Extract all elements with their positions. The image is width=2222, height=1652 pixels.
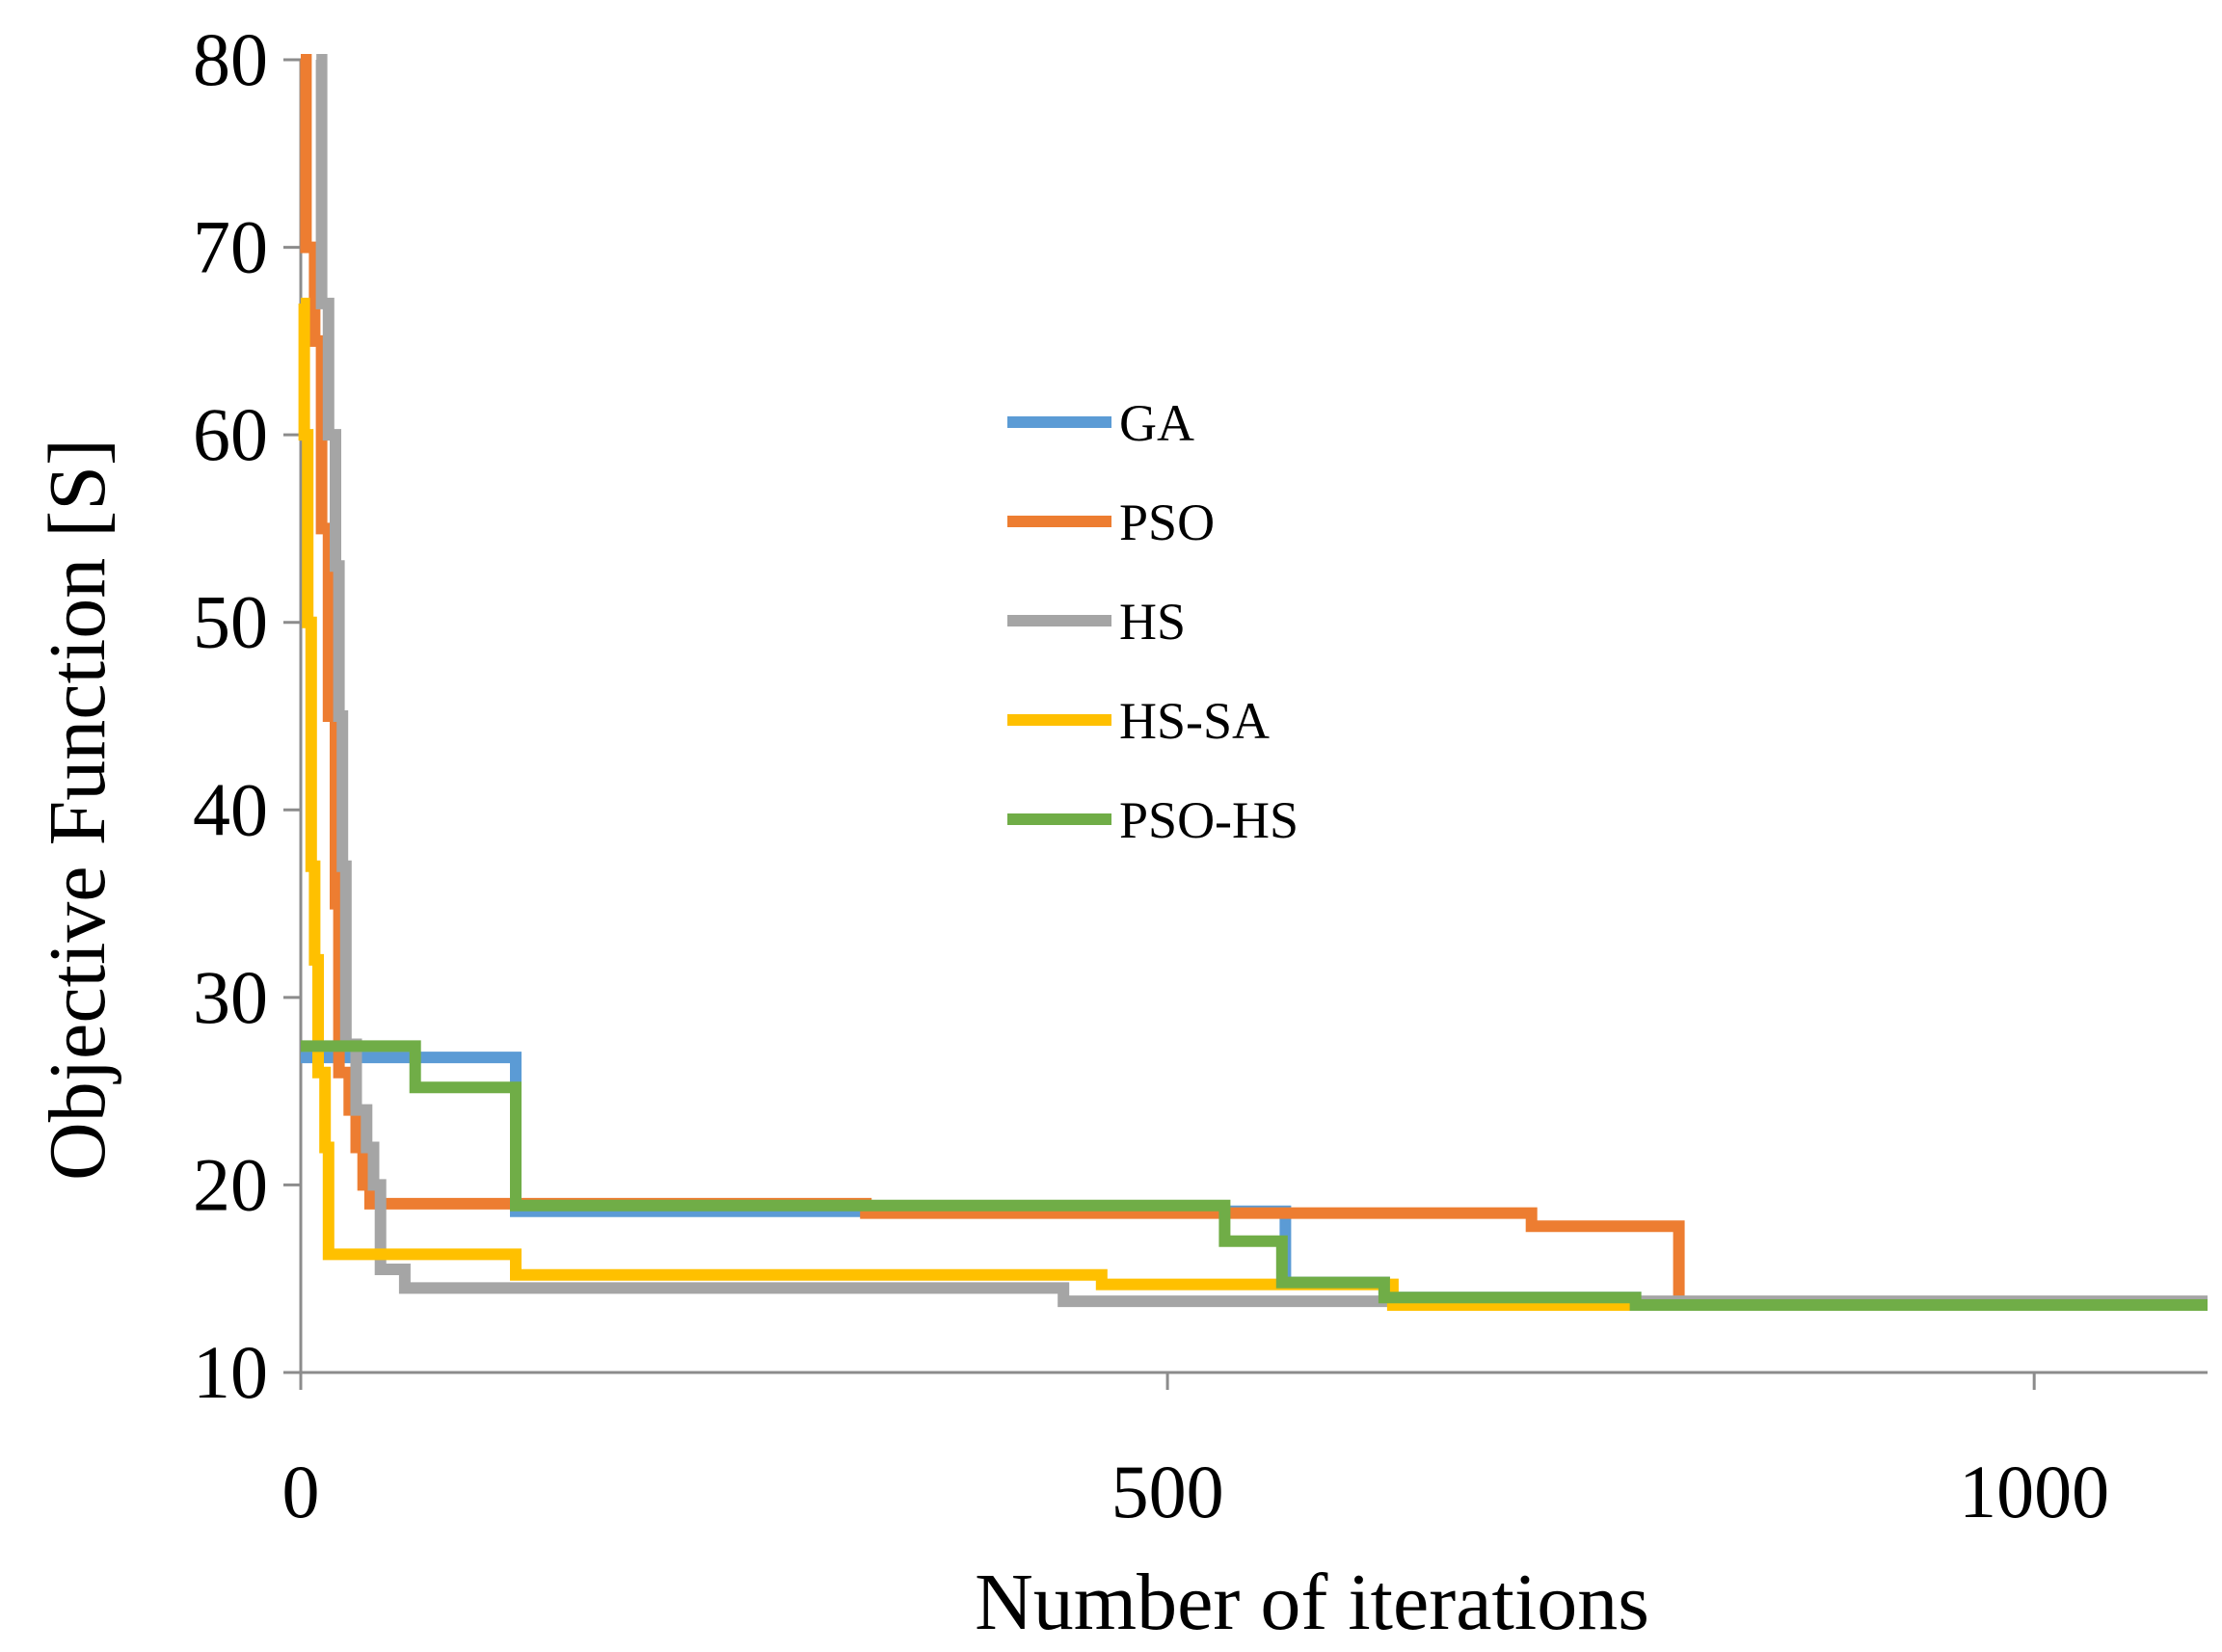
y-tick-label: 60 [193,392,268,476]
x-axis-ticks: 0 500 1000 [282,1372,2109,1533]
series-lines [298,54,2208,1311]
legend-item-ga: GA [1007,394,1194,452]
y-tick-label: 70 [193,205,268,289]
legend-label: PSO [1119,493,1215,551]
x-tick-label: 0 [282,1450,320,1533]
series-line-pso [300,54,2208,1311]
x-tick-label: 500 [1111,1450,1224,1533]
x-tick-label: 1000 [1959,1450,2109,1533]
legend-label: HS-SA [1119,692,1270,750]
series-line-pso-hs [301,1040,2208,1311]
legend-item-pso: PSO [1007,493,1215,551]
series-line-ga [301,1052,2208,1311]
y-axis-title: Objective Function [S] [33,439,122,1181]
x-axis-title: Number of iterations [975,1558,1649,1647]
legend-item-hs: HS [1007,593,1186,651]
plot-area: 10 20 30 40 50 60 70 80 0 500 1000 [193,17,2208,1533]
legend-label: HS [1119,593,1186,651]
legend-label: PSO-HS [1119,791,1298,849]
y-tick-label: 20 [193,1142,268,1226]
y-axis-ticks: 10 20 30 40 50 60 70 80 [193,17,301,1414]
series-line-hs-sa [298,297,2208,1311]
legend-label: GA [1119,394,1194,452]
y-tick-label: 80 [193,17,268,101]
legend: GA PSO HS HS-SA PSO-HS [1007,394,1298,849]
legend-item-hs-sa: HS-SA [1007,692,1270,750]
y-tick-label: 50 [193,580,268,664]
y-tick-label: 40 [193,767,268,851]
y-tick-label: 30 [193,955,268,1039]
legend-item-pso-hs: PSO-HS [1007,791,1298,849]
y-tick-label: 10 [193,1330,268,1414]
series-line-hs [315,54,2208,1308]
